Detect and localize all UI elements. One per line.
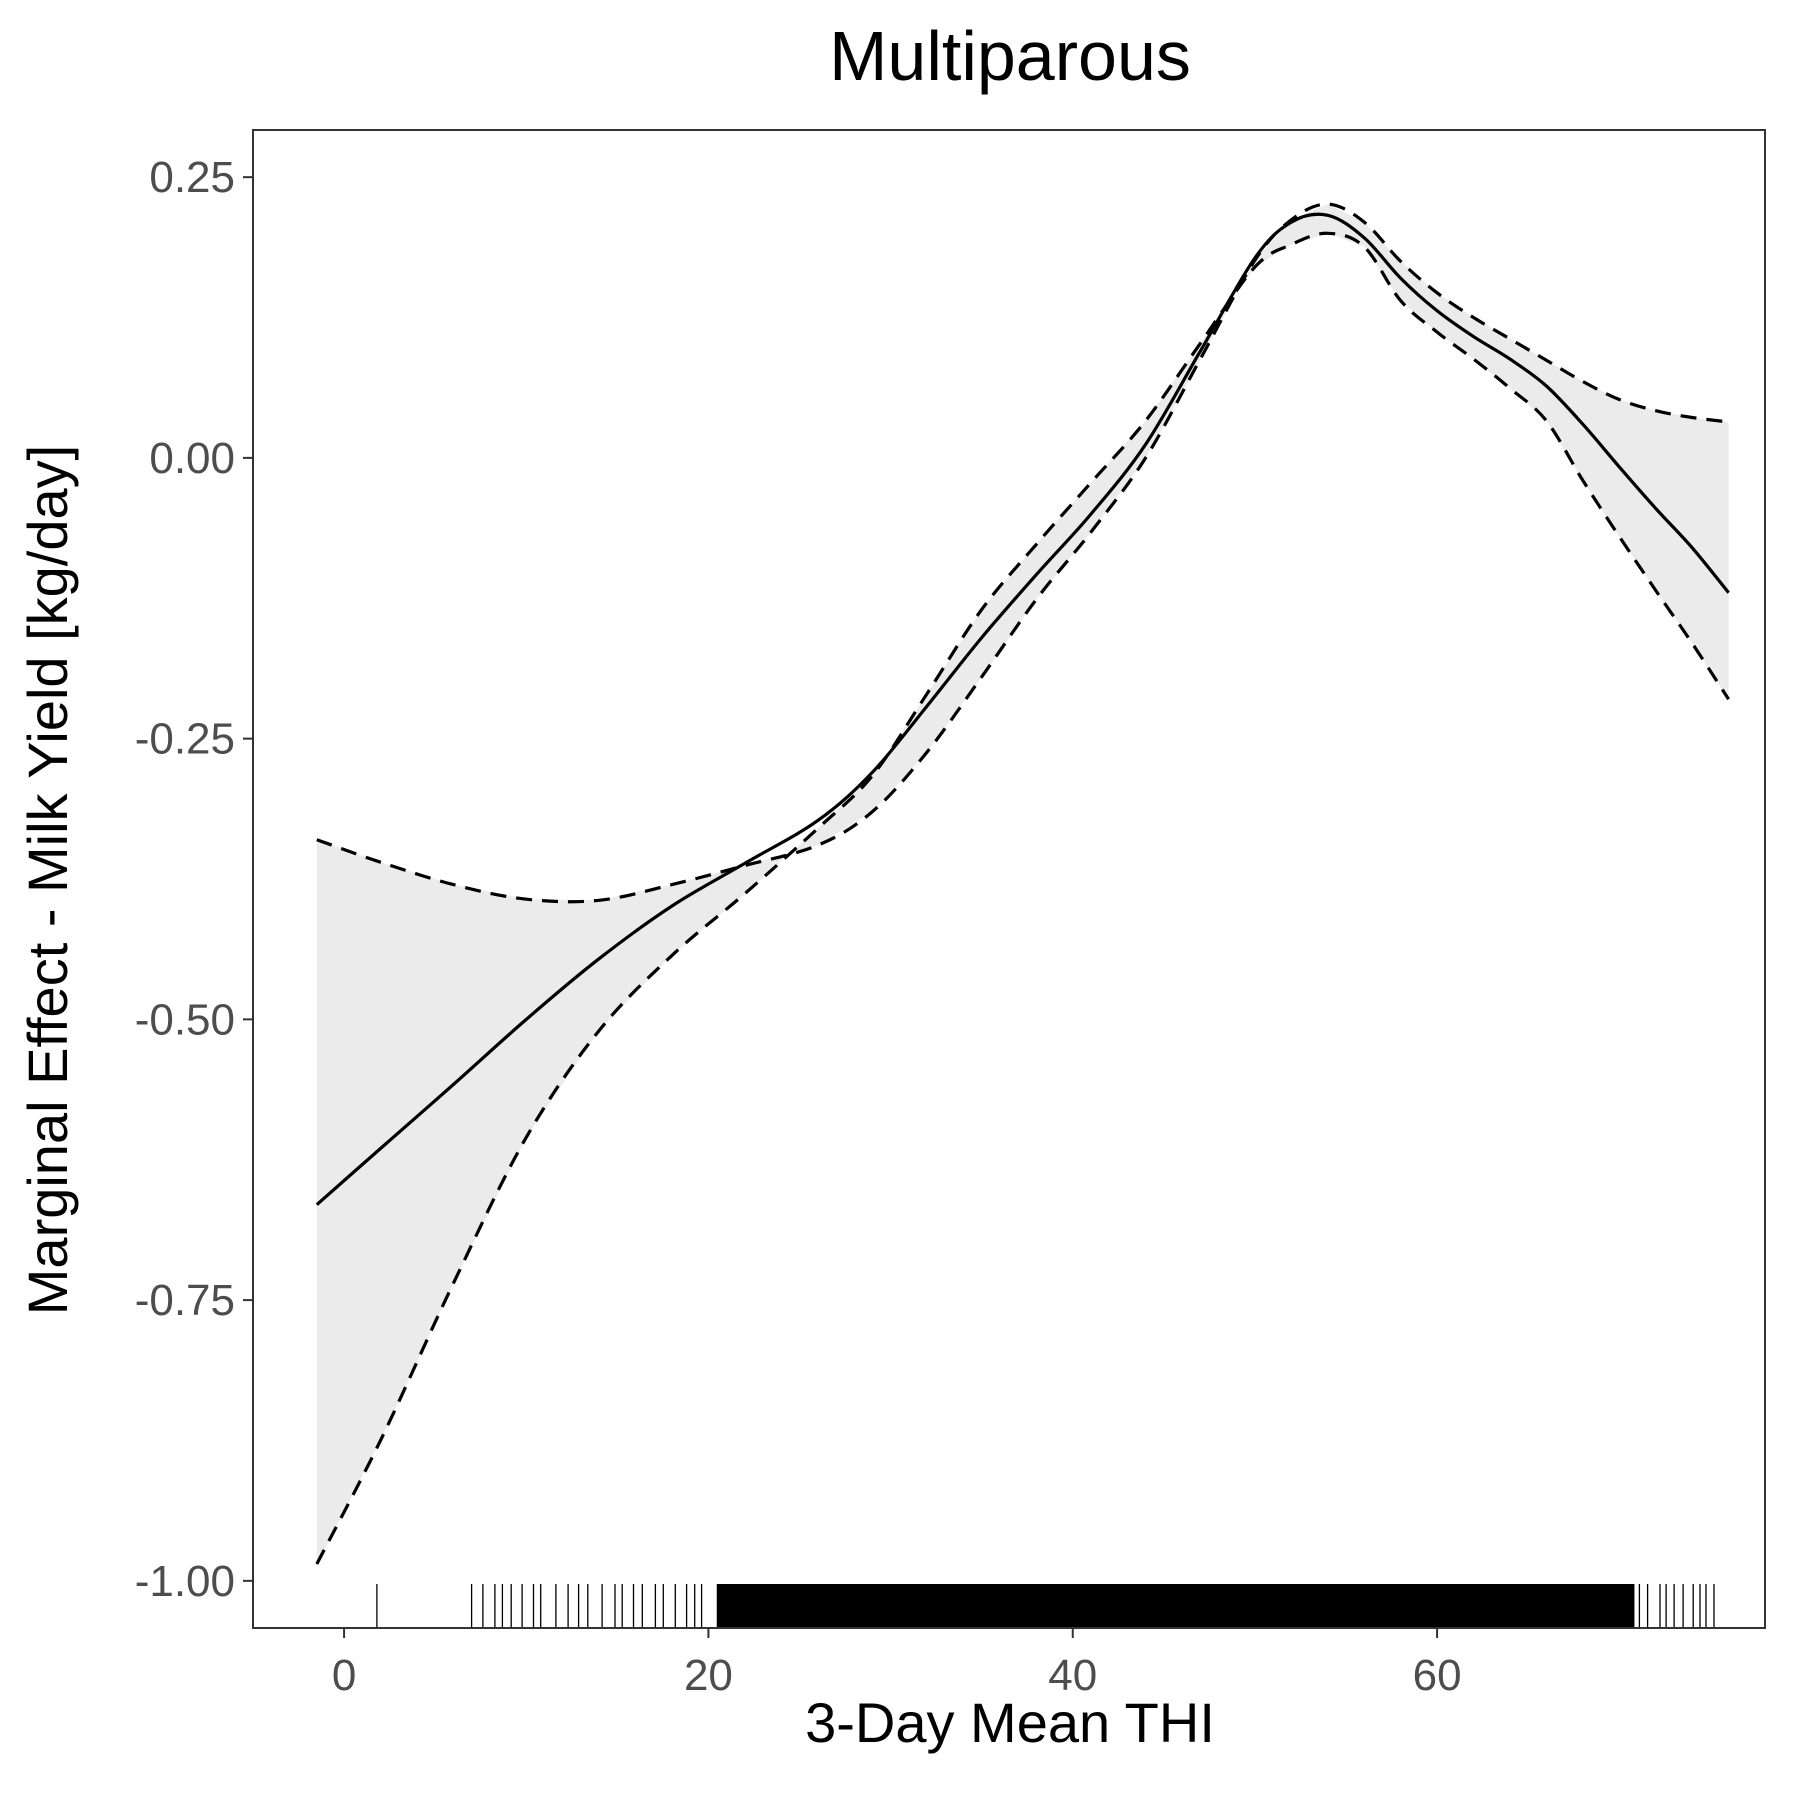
plot-panel-border bbox=[252, 129, 1766, 1629]
y-tick-label: 0.00 bbox=[149, 434, 235, 483]
y-tick-label: -0.75 bbox=[135, 1276, 235, 1325]
x-tick-label: 0 bbox=[332, 1651, 356, 1700]
y-tick-label: 0.25 bbox=[149, 153, 235, 202]
line-layer bbox=[315, 202, 1730, 1565]
y-tick-label: -0.25 bbox=[135, 715, 235, 764]
rug-layer bbox=[376, 1584, 1715, 1628]
estimate-line bbox=[315, 212, 1730, 1206]
chart-title: Multiparous bbox=[829, 17, 1191, 95]
confidence-ribbon bbox=[316, 204, 1729, 1565]
x-tick-label: 40 bbox=[1048, 1651, 1097, 1700]
axis-layer: 0 20 40 60 0.25 0.00 -0.25 -0.50 -0.75 -1.00 bbox=[135, 153, 1462, 1700]
x-tick-label: 60 bbox=[1413, 1651, 1462, 1700]
x-tick-label: 20 bbox=[684, 1651, 733, 1700]
y-tick-label: -0.50 bbox=[135, 995, 235, 1044]
rug-dense-band bbox=[717, 1584, 1634, 1628]
x-axis-title: 3-Day Mean THI bbox=[805, 1691, 1215, 1754]
y-tick-label: -1.00 bbox=[135, 1557, 235, 1606]
upper-bound-line bbox=[316, 202, 1729, 904]
y-axis-title: Marginal Effect - Milk Yield [kg/day] bbox=[16, 445, 79, 1315]
confidence-ribbon-layer bbox=[316, 204, 1729, 1565]
